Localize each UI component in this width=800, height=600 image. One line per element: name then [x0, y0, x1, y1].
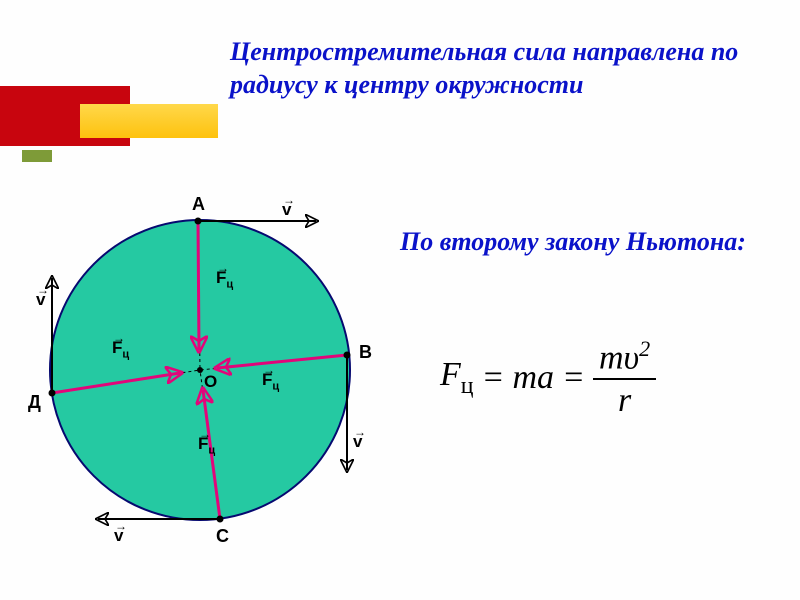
velocity-label-a: → v	[282, 200, 291, 220]
center-dot	[197, 367, 203, 373]
force-label-d: → Fц	[112, 338, 129, 360]
page-title: Центростремительная сила направлена по р…	[230, 36, 750, 101]
formula-fraction: mυ2 r	[593, 338, 656, 418]
formula: Fц = ma = mυ2 r	[440, 338, 656, 418]
point-label-c: C	[216, 526, 229, 547]
formula-eq1: =	[482, 359, 505, 397]
point-b-dot	[344, 352, 351, 359]
velocity-label-d: → v	[36, 290, 45, 310]
point-label-b: B	[359, 342, 372, 363]
velocity-label-c: → v	[114, 526, 123, 546]
circle-diagram: A B C Д O → v → v → v → v → Fц → Fц → Fц…	[20, 170, 380, 570]
point-c-dot	[217, 516, 224, 523]
point-a-dot	[195, 218, 202, 225]
formula-eq2: =	[562, 359, 585, 397]
point-label-a: A	[192, 194, 205, 215]
deco-green-rect	[22, 150, 52, 162]
velocity-label-b: → v	[353, 432, 362, 452]
force-label-c: → Fц	[198, 434, 215, 456]
force-label-b: → Fц	[262, 370, 279, 392]
formula-mid: ma	[512, 359, 554, 397]
point-label-d: Д	[28, 392, 41, 413]
formula-lhs: Fц	[440, 356, 474, 400]
center-label: O	[204, 372, 217, 392]
point-d-dot	[49, 390, 56, 397]
force-vector-a	[198, 221, 199, 350]
deco-yellow-rect	[80, 104, 218, 138]
newton-subtitle: По второму закону Ньютона:	[400, 225, 760, 259]
force-label-a: → Fц	[216, 268, 233, 290]
